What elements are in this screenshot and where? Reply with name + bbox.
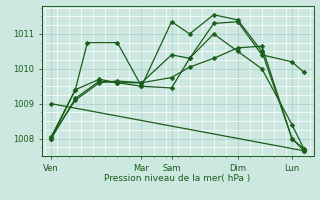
X-axis label: Pression niveau de la mer( hPa ): Pression niveau de la mer( hPa ) [104, 174, 251, 183]
